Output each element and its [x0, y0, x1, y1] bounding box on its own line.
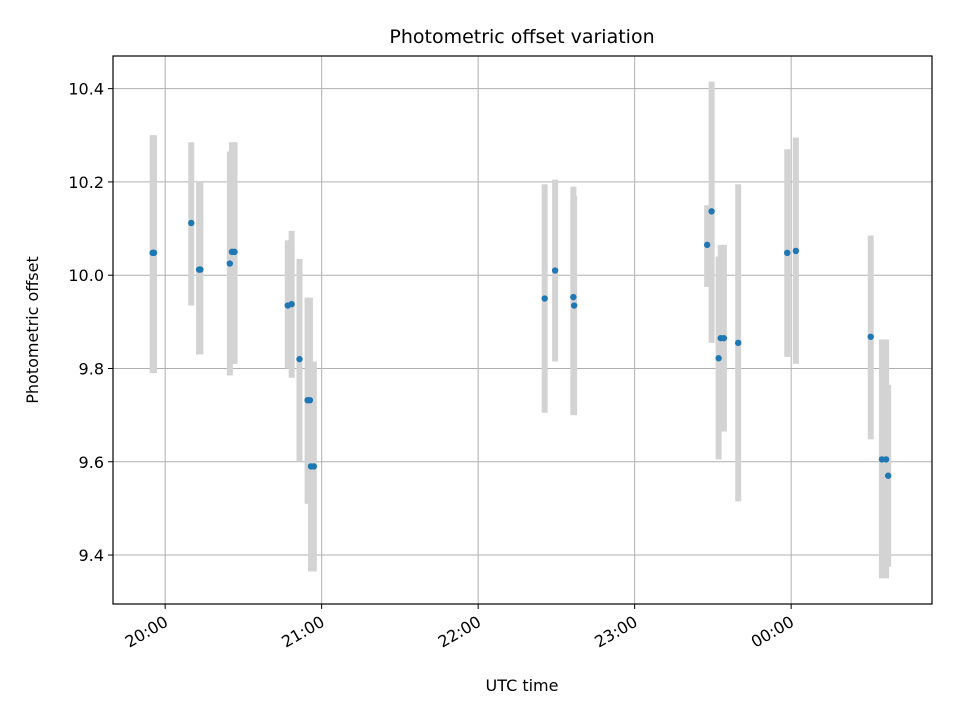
data-point [884, 472, 892, 479]
x-tick-label: 22:00 [435, 612, 484, 652]
data-point [882, 456, 890, 463]
data-point [288, 300, 295, 308]
x-tick-label: 23:00 [591, 612, 640, 652]
data-point [708, 208, 715, 215]
data-point [570, 302, 578, 309]
data-point [296, 355, 303, 363]
data-point [792, 247, 800, 255]
data-point [150, 249, 158, 257]
x-tick-label: 20:00 [122, 612, 171, 652]
data-point [715, 355, 722, 362]
y-axis-label: Photometric offset [23, 256, 42, 404]
data-point [703, 241, 711, 249]
data-point [867, 333, 874, 340]
data-point [551, 267, 559, 274]
x-axis-label: UTC time [486, 676, 559, 695]
plot-frame [112, 55, 933, 605]
data-point [188, 219, 195, 227]
data-point [784, 249, 791, 257]
x-tick-label: 21:00 [278, 612, 327, 652]
data-point [310, 463, 318, 470]
data-point [226, 260, 234, 267]
data-point [720, 334, 728, 342]
y-tick-label: 10.4 [68, 80, 104, 99]
y-tick-label: 10.2 [68, 173, 104, 192]
data-point [570, 293, 577, 301]
data-points [149, 208, 892, 479]
y-tick-label: 9.8 [79, 359, 104, 378]
error-bars [149, 81, 892, 579]
data-point [541, 295, 548, 302]
y-tick-label: 10.0 [68, 266, 104, 285]
x-axis-ticks: 20:00 21:00 22:00 23:00 00:00 [122, 604, 797, 652]
data-point [306, 396, 314, 404]
y-axis-ticks: 9.4 9.6 9.8 10.0 10.2 10.4 [68, 80, 113, 565]
data-point [197, 266, 204, 273]
y-tick-label: 9.4 [79, 546, 104, 565]
x-tick-label: 00:00 [748, 612, 797, 652]
data-point [231, 248, 238, 256]
y-tick-label: 9.6 [79, 453, 104, 472]
chart-title: Photometric offset variation [389, 26, 654, 48]
data-point [735, 339, 742, 347]
